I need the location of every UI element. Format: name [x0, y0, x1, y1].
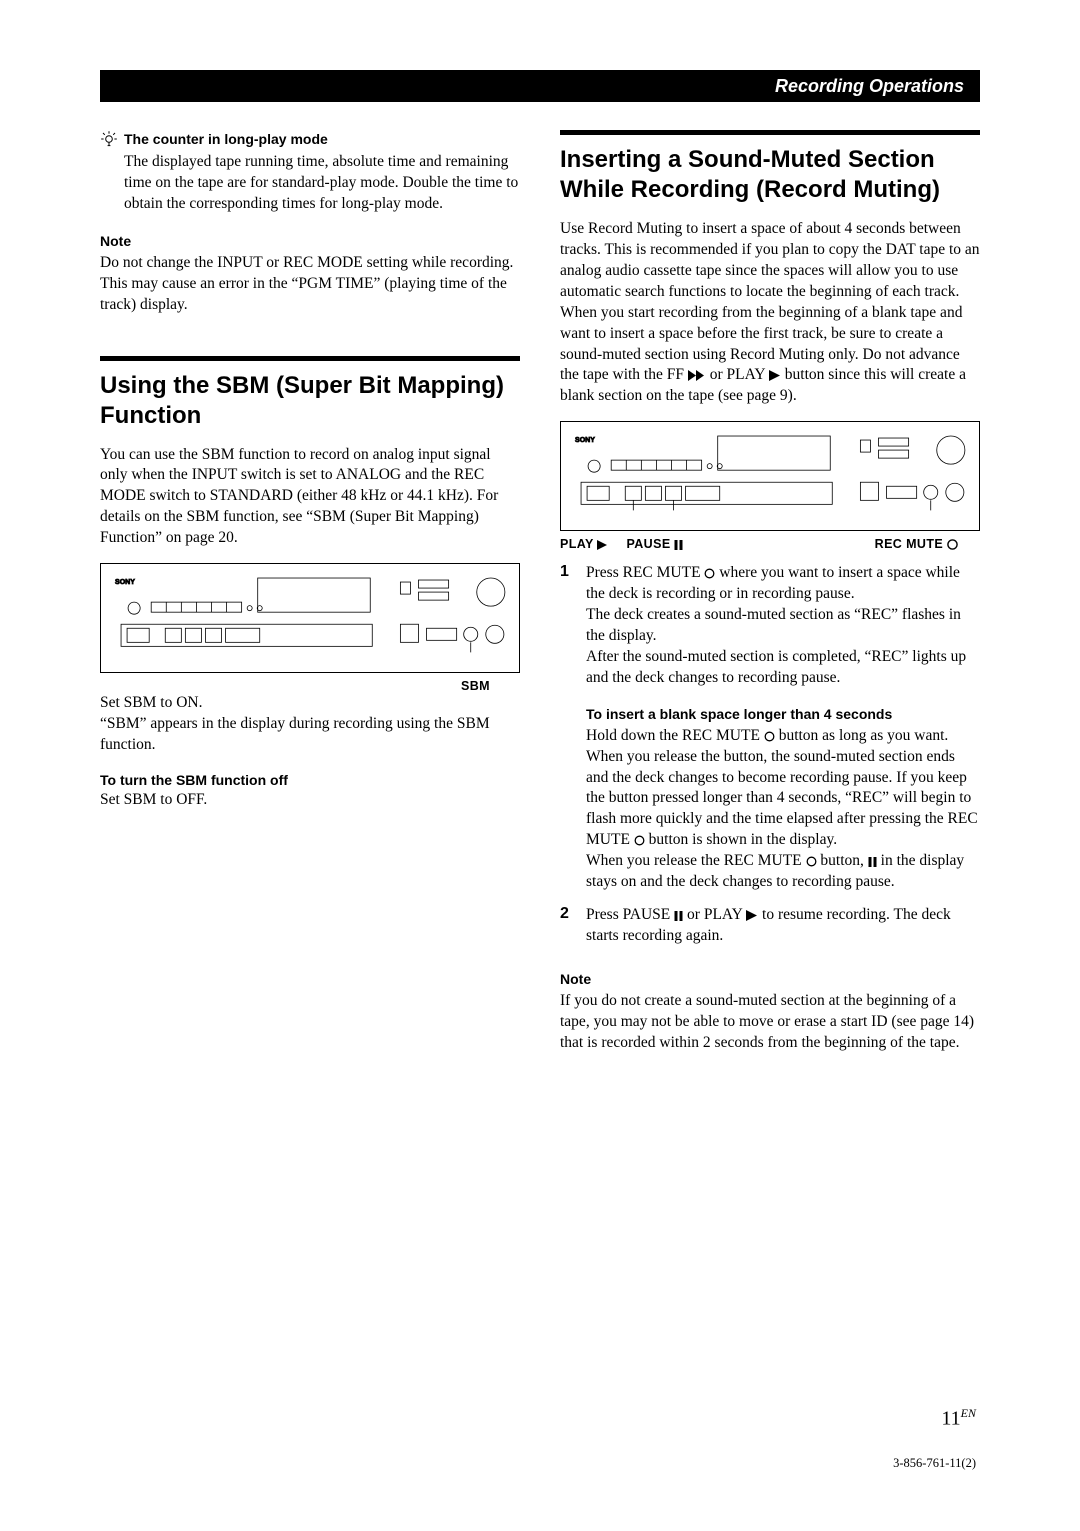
- section-header-text: Recording Operations: [775, 76, 964, 97]
- label-play: PLAY: [560, 537, 608, 551]
- page-number: 11EN: [941, 1406, 976, 1431]
- step-number: 1: [560, 563, 574, 893]
- diagram-labels-row: PLAY PAUSE REC MUTE: [560, 537, 980, 551]
- recmute-icon: [764, 731, 775, 742]
- recmute-intro2: When you start recording from the beginn…: [560, 303, 980, 408]
- svg-text:SONY: SONY: [115, 579, 135, 586]
- lightbulb-icon: [100, 130, 118, 148]
- recmute-title: Inserting a Sound-Muted Section While Re…: [560, 145, 980, 205]
- t: Press PAUSE: [586, 906, 674, 923]
- left-column: The counter in long-play mode The displa…: [100, 130, 520, 1054]
- sbm-off-body: Set SBM to OFF.: [100, 790, 520, 811]
- recmute-icon: [704, 568, 715, 579]
- sbm-on: Set SBM to ON.: [100, 693, 520, 714]
- page-number-value: 11: [941, 1408, 960, 1430]
- recmute-icon: [634, 835, 645, 846]
- sbm-intro: You can use the SBM function to record o…: [100, 445, 520, 550]
- t: When you release the REC MUTE: [586, 852, 806, 869]
- t: Press REC MUTE: [586, 564, 704, 581]
- recmute-icon: [947, 539, 958, 550]
- step-1-body: Press REC MUTE where you want to insert …: [586, 563, 980, 893]
- tip-body: The displayed tape running time, absolut…: [100, 152, 520, 215]
- t: PLAY: [560, 537, 597, 551]
- t: PAUSE: [626, 537, 674, 551]
- note-heading-right: Note: [560, 971, 980, 987]
- recmute-icon: [806, 856, 817, 867]
- pause-icon: [868, 857, 877, 867]
- tip-heading-row: The counter in long-play mode: [100, 130, 520, 148]
- step-2-p: Press PAUSE or PLAY to resume recording.…: [586, 905, 980, 947]
- step-1-p3: After the sound-muted section is complet…: [586, 647, 980, 689]
- step-number: 2: [560, 905, 574, 947]
- t: or PLAY: [687, 906, 746, 923]
- label-pause: PAUSE: [626, 537, 683, 551]
- step-2: 2 Press PAUSE or PLAY to resume recordin…: [560, 905, 980, 947]
- t: Hold down the REC MUTE: [586, 727, 764, 744]
- pause-icon: [674, 540, 683, 550]
- tip-heading-text: The counter in long-play mode: [124, 131, 328, 147]
- note-heading: Note: [100, 233, 520, 249]
- document-id: 3-856-761-11(2): [893, 1456, 976, 1471]
- t: button,: [820, 852, 867, 869]
- pause-icon: [674, 911, 683, 921]
- blank-body-1: Hold down the REC MUTE button as long as…: [586, 726, 980, 852]
- step-1-p1: Press REC MUTE where you want to insert …: [586, 563, 980, 605]
- two-column-layout: The counter in long-play mode The displa…: [100, 130, 980, 1054]
- recmute-intro1: Use Record Muting to insert a space of a…: [560, 219, 980, 303]
- svg-text:SONY: SONY: [575, 437, 595, 444]
- device-diagram-sbm: SONY: [100, 563, 520, 673]
- ff-icon: [688, 370, 706, 381]
- section-header-bar: Recording Operations: [100, 70, 980, 102]
- play-icon: [746, 910, 758, 921]
- label-recmute: REC MUTE: [875, 537, 958, 551]
- t: button is shown in the display.: [649, 831, 837, 848]
- note-body: Do not change the INPUT or REC MODE sett…: [100, 253, 520, 316]
- manual-page: Recording Operations T: [0, 0, 1080, 1531]
- blank-body-2: When you release the REC MUTE button, in…: [586, 851, 980, 893]
- step-2-body: Press PAUSE or PLAY to resume recording.…: [586, 905, 980, 947]
- sbm-callout-label: SBM: [100, 679, 520, 693]
- sbm-title: Using the SBM (Super Bit Mapping) Functi…: [100, 371, 520, 431]
- device-svg: SONY: [109, 574, 511, 652]
- t: REC MUTE: [875, 537, 947, 551]
- blank-space-heading: To insert a blank space longer than 4 se…: [586, 705, 980, 724]
- device-diagram-recmute: SONY: [560, 421, 980, 531]
- play-icon: [769, 370, 781, 381]
- right-column: Inserting a Sound-Muted Section While Re…: [560, 130, 980, 1054]
- step-1-p2: The deck creates a sound-muted section a…: [586, 605, 980, 647]
- sbm-off-heading: To turn the SBM function off: [100, 772, 520, 788]
- play-icon: [597, 540, 608, 550]
- step-1: 1 Press REC MUTE where you want to inser…: [560, 563, 980, 893]
- sbm-appears: “SBM” appears in the display during reco…: [100, 714, 520, 756]
- page-number-lang: EN: [961, 1406, 976, 1420]
- section-rule-right: [560, 130, 980, 135]
- device-svg-2: SONY: [569, 432, 971, 510]
- note-body-right: If you do not create a sound-muted secti…: [560, 991, 980, 1054]
- section-rule: [100, 356, 520, 361]
- t: or PLAY: [710, 366, 769, 383]
